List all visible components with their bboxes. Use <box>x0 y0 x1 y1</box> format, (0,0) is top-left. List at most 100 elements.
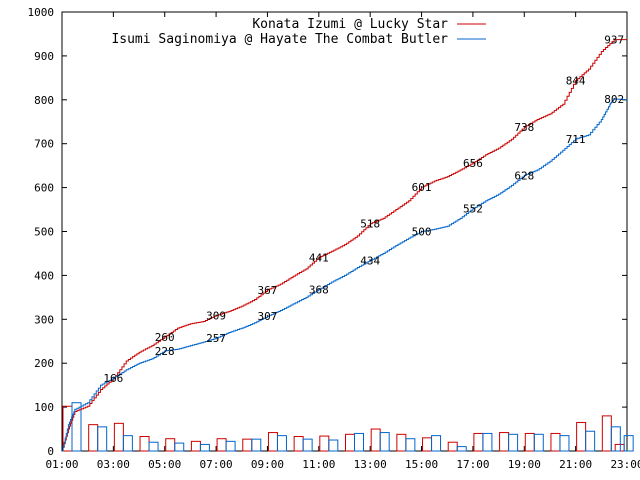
x-tick-label: 05:00 <box>148 458 181 471</box>
data-labels: 166 260 309 367 441 518 601 656 738 844 937 228 257 3… <box>103 34 624 385</box>
x-tick-label: 11:00 <box>302 458 335 471</box>
data-label: 166 <box>103 372 123 385</box>
data-label: 309 <box>206 309 226 322</box>
series-lines <box>62 39 628 452</box>
bar-isumi <box>405 438 416 452</box>
data-label: 628 <box>514 169 534 182</box>
data-label: 441 <box>309 251 329 264</box>
bar-isumi <box>97 426 108 452</box>
data-label: 601 <box>412 181 432 194</box>
data-label: 937 <box>604 34 624 47</box>
data-label: 552 <box>463 203 483 216</box>
bar-konata <box>473 432 484 452</box>
x-tick-label: 01:00 <box>45 458 78 471</box>
y-tick-label: 100 <box>34 401 54 414</box>
data-label: 434 <box>360 254 380 267</box>
bar-isumi <box>276 435 287 452</box>
series-line-isumi <box>62 98 628 452</box>
bar-konata <box>576 421 587 452</box>
data-label: 228 <box>155 345 175 358</box>
legend-label: Konata Izumi @ Lucky Star <box>252 17 448 32</box>
bar-isumi <box>508 433 519 452</box>
bar-konata <box>113 422 124 452</box>
data-label: 656 <box>463 157 483 170</box>
data-label: 307 <box>258 310 278 323</box>
data-label: 368 <box>309 283 329 296</box>
data-label: 500 <box>412 226 432 239</box>
bar-konata <box>345 433 355 452</box>
bar-isumi <box>251 438 262 452</box>
x-tick-label: 21:00 <box>559 458 592 471</box>
bar-konata <box>267 432 278 452</box>
plot-frame <box>61 11 628 452</box>
bar-isumi <box>482 432 493 452</box>
legend-label: Isumi Saginomiya @ Hayate The Combat But… <box>111 32 448 47</box>
bar-konata <box>524 432 535 452</box>
y-tick-label: 0 <box>47 445 54 458</box>
bar-isumi <box>610 426 621 452</box>
bar-isumi <box>199 443 210 452</box>
bar-konata <box>216 438 227 452</box>
bar-isumi <box>328 439 339 452</box>
bar-isumi <box>379 432 390 452</box>
x-tick-label: 09:00 <box>251 458 284 471</box>
data-label: 711 <box>566 133 586 146</box>
bar-konata <box>499 432 510 452</box>
bar-konata <box>447 441 458 452</box>
bar-konata <box>370 428 381 452</box>
data-label: 844 <box>566 74 586 87</box>
bar-isumi <box>354 432 364 452</box>
bar-isumi <box>431 435 442 452</box>
x-tick-label: 07:00 <box>200 458 233 471</box>
bar-konata <box>293 436 304 452</box>
data-label: 738 <box>514 121 534 134</box>
y-tick-label: 1000 <box>28 6 55 19</box>
bar-konata <box>614 443 625 452</box>
data-label: 260 <box>155 331 175 344</box>
bar-konata <box>550 432 561 452</box>
bar-isumi <box>174 442 185 452</box>
series-line-konata <box>62 39 627 452</box>
bar-isumi <box>148 441 159 452</box>
y-tick-label: 800 <box>34 94 54 107</box>
x-tick-label: 17:00 <box>456 458 489 471</box>
data-label: 802 <box>604 93 624 106</box>
bar-konata <box>396 433 407 452</box>
data-label: 257 <box>206 332 226 345</box>
data-label: 518 <box>360 218 380 231</box>
y-tick-label: 500 <box>34 226 54 239</box>
x-tick-label: 19:00 <box>508 458 541 471</box>
axes: 0 100 200 300 400 500 600 700 800 900 1000 01:00 03:… <box>28 6 640 471</box>
bar-isumi <box>623 435 634 452</box>
bar-isumi <box>559 435 570 452</box>
bar-isumi <box>585 430 596 452</box>
x-tick-label: 15:00 <box>405 458 438 471</box>
y-tick-label: 700 <box>34 138 54 151</box>
bar-konata <box>139 436 150 452</box>
bar-konata <box>88 424 99 452</box>
bar-isumi <box>456 446 467 452</box>
bar-isumi <box>225 440 236 452</box>
bar-isumi <box>71 402 82 452</box>
bar-isumi <box>302 438 313 452</box>
bar-konata <box>422 437 433 452</box>
bar-konata <box>242 438 253 452</box>
y-tick-label: 200 <box>34 357 54 370</box>
x-tick-label: 13:00 <box>354 458 387 471</box>
y-tick-label: 900 <box>34 50 54 63</box>
bar-isumi <box>533 433 544 452</box>
bar-konata <box>165 438 176 452</box>
bar-konata <box>601 415 612 452</box>
x-tick-label: 03:00 <box>97 458 130 471</box>
bars <box>62 402 634 452</box>
x-tick-label: 23:00 <box>610 458 640 471</box>
bar-konata <box>190 440 201 452</box>
data-label: 367 <box>258 284 278 297</box>
bar-konata <box>319 435 330 452</box>
y-tick-label: 400 <box>34 269 54 282</box>
y-tick-label: 600 <box>34 182 54 195</box>
y-tick-label: 300 <box>34 313 54 326</box>
bar-isumi <box>122 435 133 452</box>
